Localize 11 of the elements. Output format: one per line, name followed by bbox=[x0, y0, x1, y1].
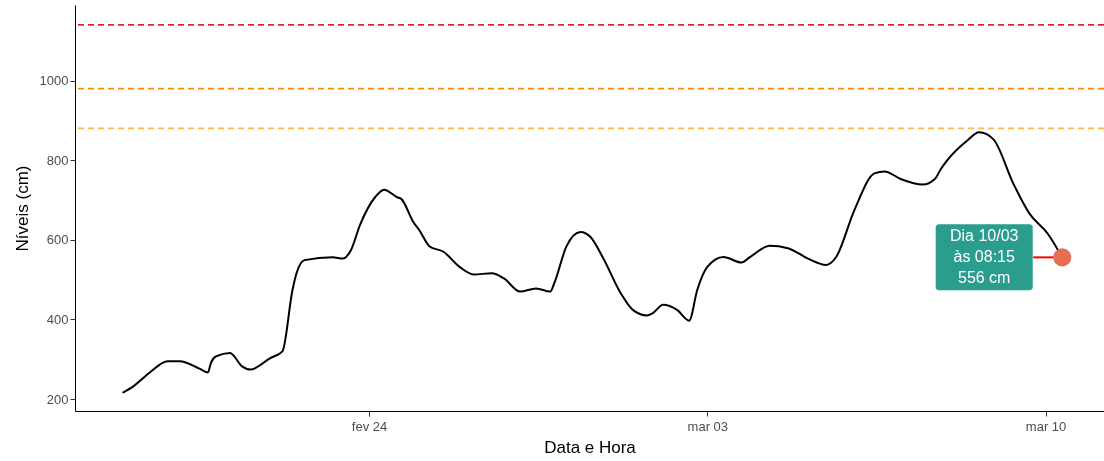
x-axis-title: Data e Hora bbox=[544, 437, 637, 457]
annotation: Dia 10/03 às 08:15 556 cm bbox=[949, 227, 1019, 287]
x-tick-label: mar 03 bbox=[687, 418, 729, 434]
x-tick-label: mar 10 bbox=[1025, 418, 1067, 434]
y-axis-title: Níveis (cm) bbox=[12, 165, 32, 252]
y-tick-label: 400 bbox=[46, 311, 69, 327]
y-tick-label: 200 bbox=[46, 391, 69, 407]
y-tick-label: 800 bbox=[46, 152, 69, 168]
x-tick-label: fev 24 bbox=[351, 418, 388, 434]
y-tick-label: 1000 bbox=[39, 73, 69, 89]
y-tick-label: 600 bbox=[46, 232, 69, 248]
